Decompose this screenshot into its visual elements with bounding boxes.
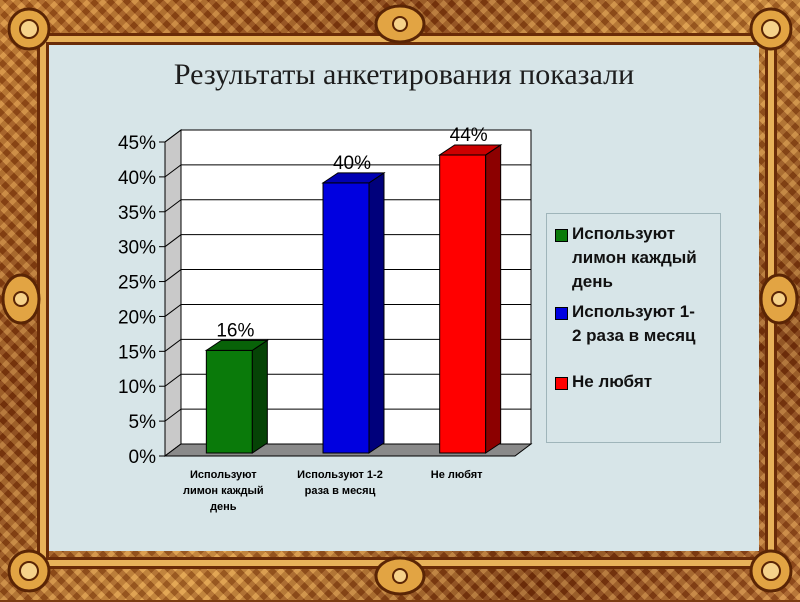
y-tick-label: 30% xyxy=(118,238,156,259)
gridline xyxy=(164,373,531,387)
bar-side xyxy=(368,171,385,454)
gridline xyxy=(164,129,531,143)
data-labels: 16% 40% 44% xyxy=(216,125,487,341)
chart-gridlines xyxy=(159,129,531,457)
legend-item: Используют 1- 2 раза в месяц xyxy=(555,300,720,348)
chart-axes xyxy=(164,142,515,457)
chart-legend: Используют лимон каждый день Используют 1- 2… xyxy=(546,213,721,443)
data-label: 40% xyxy=(333,153,371,174)
gridline xyxy=(164,338,531,352)
bottom-ornament-icon xyxy=(374,556,426,596)
data-label: 44% xyxy=(450,125,488,146)
bar-front xyxy=(322,182,370,454)
category-label: Не любят xyxy=(431,469,483,481)
category-label: раза в месяц xyxy=(305,485,376,497)
gridline xyxy=(164,164,531,178)
legend-label: Используют 1- 2 раза в месяц xyxy=(572,302,696,345)
chart-bars xyxy=(204,144,503,454)
y-tick-label: 45% xyxy=(118,133,156,154)
gridline xyxy=(164,303,531,317)
category-label: Используют 1-2 xyxy=(297,469,383,481)
y-tick-label: 35% xyxy=(118,203,156,224)
bar-top xyxy=(438,144,503,156)
corner-ornament-icon xyxy=(7,7,51,51)
legend-label: Используют лимон каждый день xyxy=(572,224,697,291)
slide-title: Результаты анкетирования показали xyxy=(173,58,635,91)
legend-swatch xyxy=(555,229,568,242)
bar-top xyxy=(204,339,269,351)
bar-top xyxy=(321,172,386,184)
category-label: день xyxy=(210,501,237,513)
gridline xyxy=(164,408,531,422)
legend-label: Не любят xyxy=(572,372,653,391)
bar-front xyxy=(439,154,487,454)
category-labels: Используют лимон каждый день Используют 1-2… xyxy=(183,469,483,513)
top-ornament-icon xyxy=(374,4,426,44)
side-wall xyxy=(164,129,182,457)
gridline xyxy=(164,199,531,213)
corner-ornament-icon xyxy=(749,7,793,51)
y-tick-label: 5% xyxy=(129,412,157,433)
category-label: Используют xyxy=(190,469,257,481)
bar-side xyxy=(251,339,268,454)
y-tick-label: 15% xyxy=(118,342,156,363)
y-tick-label: 0% xyxy=(129,447,157,468)
gridline xyxy=(164,269,531,282)
legend-item: Используют лимон каждый день xyxy=(555,222,720,294)
legend-item: Не любят xyxy=(555,370,720,394)
bar-side xyxy=(485,144,502,454)
data-label: 16% xyxy=(216,320,254,341)
legend-swatch xyxy=(555,377,568,390)
y-tick-label: 40% xyxy=(118,168,156,189)
corner-ornament-icon xyxy=(749,549,793,593)
side-ornament-icon xyxy=(1,273,41,325)
bar-front xyxy=(205,349,253,454)
side-ornament-icon xyxy=(759,273,799,325)
corner-ornament-icon xyxy=(7,549,51,593)
y-tick-labels: 0% 5% 10% 15% 20% 25% 30% 35% 40% 45% xyxy=(118,133,156,468)
y-tick-label: 20% xyxy=(118,307,156,328)
category-label: лимон каждый xyxy=(183,485,264,497)
y-tick-label: 25% xyxy=(118,273,156,294)
gridline xyxy=(164,234,531,248)
legend-swatch xyxy=(555,307,568,320)
y-tick-label: 10% xyxy=(118,377,156,398)
